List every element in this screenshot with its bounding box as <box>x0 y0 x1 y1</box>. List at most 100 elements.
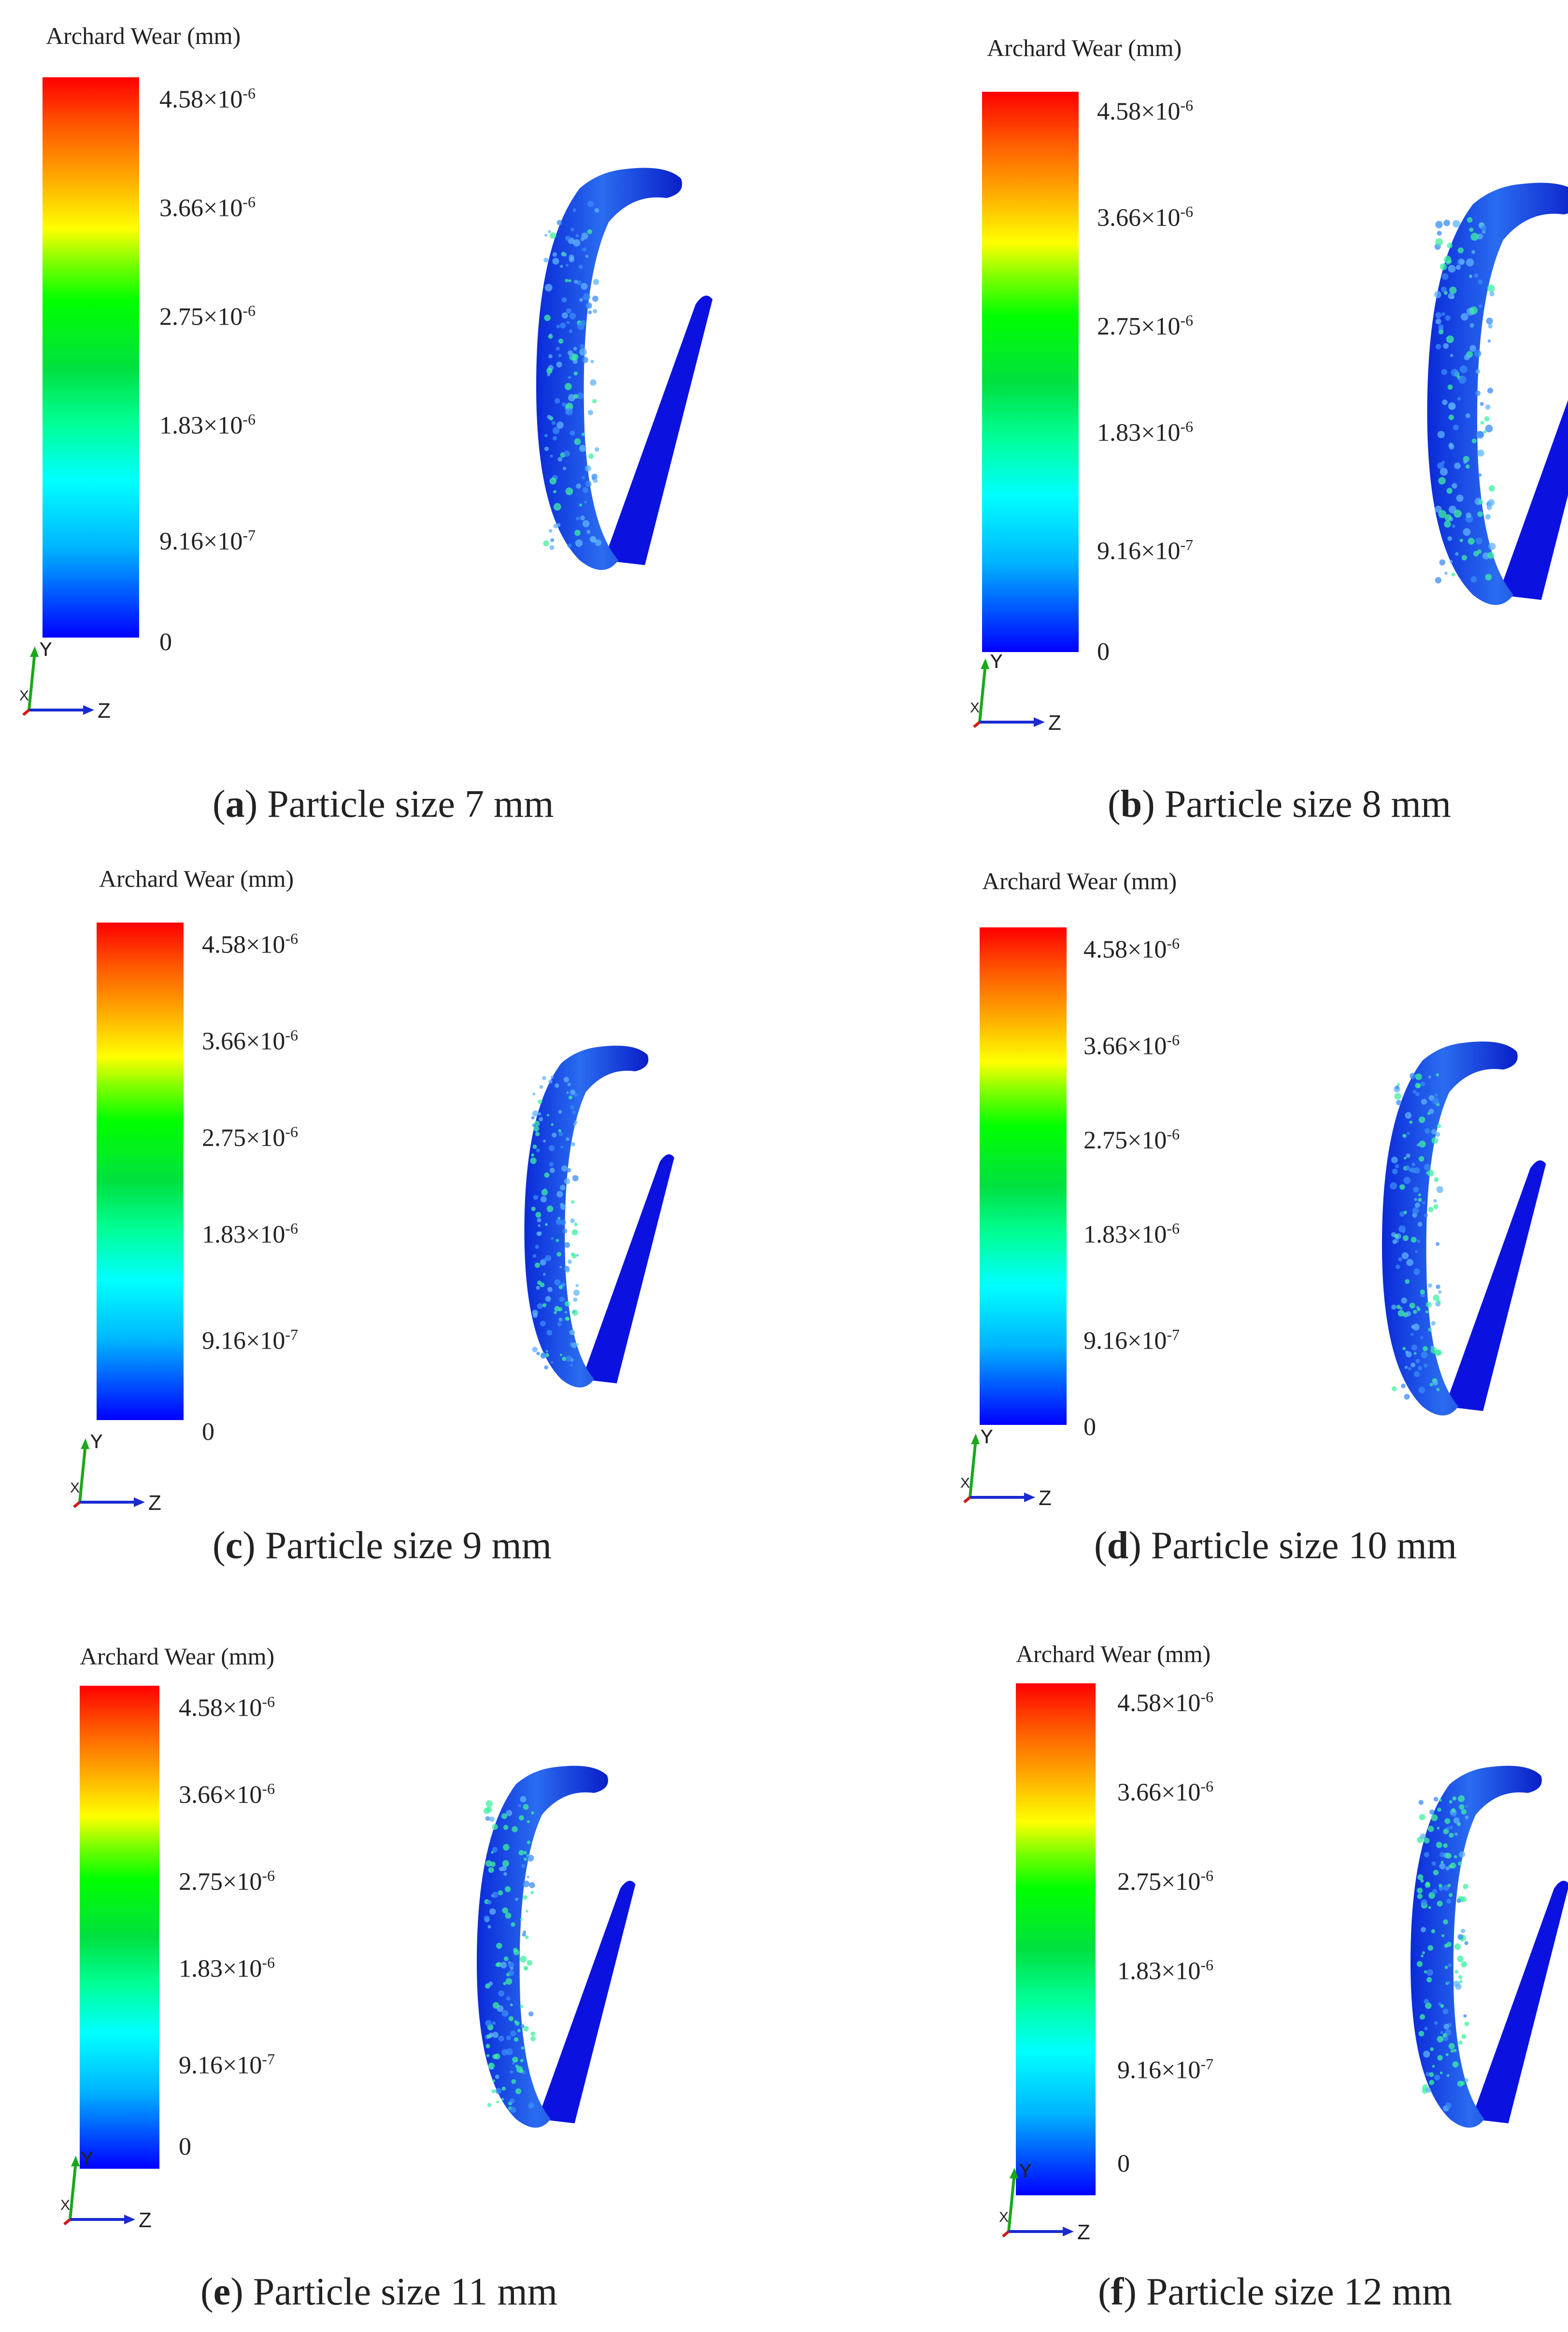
wear-speckle <box>501 1865 507 1871</box>
wear-speckle <box>1427 1283 1432 1288</box>
caption-text: Particle size 12 mm <box>1146 2271 1453 2313</box>
wear-speckle <box>577 280 582 285</box>
wear-speckle <box>1444 520 1451 528</box>
wear-speckle <box>1416 1961 1423 1967</box>
tick-mantissa: 1.83 <box>179 1955 223 1983</box>
wear-speckle <box>520 2024 525 2028</box>
wear-speckle <box>585 255 589 258</box>
wear-speckle <box>1452 483 1457 489</box>
wear-speckle <box>570 1252 575 1256</box>
wear-speckle <box>491 2089 496 2093</box>
y-axis-label: Y <box>989 654 1003 673</box>
tick-mantissa: 9.16 <box>1117 2056 1161 2084</box>
wear-speckle <box>1437 1827 1440 1830</box>
wear-speckle <box>1401 1383 1406 1389</box>
wear-speckle <box>570 1200 575 1204</box>
wear-speckle <box>1446 1852 1452 1859</box>
tick-mantissa: 1.83 <box>159 412 203 440</box>
axis-triad: Y Z X <box>19 642 111 723</box>
wear-speckle <box>1464 2021 1469 2026</box>
tick-exponent: -6 <box>1167 1220 1180 1237</box>
tick-mantissa: 3.66 <box>159 194 203 222</box>
wear-speckle <box>579 503 583 507</box>
wear-speckle <box>532 1254 537 1258</box>
wear-speckle <box>1445 2053 1449 2056</box>
wear-speckle <box>1427 1112 1430 1115</box>
wear-speckle <box>557 457 563 462</box>
caption-text: Particle size 7 mm <box>267 783 554 825</box>
wear-speckle <box>590 359 594 364</box>
wear-speckle <box>518 1850 524 1856</box>
wear-speckle <box>585 481 592 487</box>
wear-speckle <box>1448 1864 1453 1869</box>
wear-speckle <box>532 1347 538 1352</box>
z-axis-label: Z <box>1077 2220 1090 2244</box>
wear-speckle <box>1479 304 1482 308</box>
wear-speckle <box>1438 477 1446 485</box>
wear-speckle <box>522 1933 526 1937</box>
wear-speckle <box>549 333 552 337</box>
wear-speckle <box>1464 2078 1468 2082</box>
wear-speckle <box>557 1322 562 1326</box>
wear-speckle <box>558 354 562 357</box>
wear-speckle <box>564 1242 570 1248</box>
tick-exponent: -6 <box>1167 1125 1180 1143</box>
tick-times: ×10 <box>1161 2056 1201 2084</box>
x-axis-label: X <box>960 1475 970 1491</box>
wear-speckle <box>569 329 573 333</box>
y-axis-label: Y <box>1018 2164 1032 2182</box>
wear-speckle <box>1439 1799 1442 1802</box>
wear-speckle <box>1435 221 1443 228</box>
wear-speckle <box>1417 1874 1424 1880</box>
tick-mantissa: 4.58 <box>1083 936 1127 964</box>
wear-speckle <box>582 476 585 480</box>
model-arm <box>582 1154 674 1383</box>
wear-speckle <box>1465 464 1470 469</box>
wear-speckle <box>564 383 572 390</box>
wear-speckle <box>523 1804 529 1810</box>
z-axis-arrowhead <box>1034 717 1045 727</box>
colorbar-tick-label: 2.75×10-6 <box>179 1867 275 1896</box>
wear-model <box>1427 183 1568 605</box>
wear-speckle <box>1458 2040 1463 2045</box>
wear-speckle <box>1417 1239 1421 1243</box>
wear-speckle <box>1430 2047 1434 2051</box>
wear-speckle <box>1437 462 1444 469</box>
wear-speckle <box>1440 2071 1443 2075</box>
wear-speckle <box>1439 1884 1442 1888</box>
wear-speckle <box>1392 1168 1398 1175</box>
tick-times: ×10 <box>203 194 243 222</box>
wear-speckle <box>1487 284 1495 292</box>
tick-mantissa: 9.16 <box>1083 1327 1127 1355</box>
y-axis-arrow <box>78 1444 87 1503</box>
wear-speckle <box>1448 1893 1453 1897</box>
wear-speckle <box>1425 1301 1432 1308</box>
wear-speckle <box>1478 473 1482 477</box>
colorbar-tick-label: 4.58×10-6 <box>1083 935 1180 964</box>
wear-speckle <box>1437 1123 1441 1128</box>
wear-speckle <box>1443 2023 1450 2030</box>
model-ring <box>536 168 682 570</box>
caption-text: Particle size 9 mm <box>265 1524 552 1567</box>
wear-speckle <box>1431 1861 1436 1866</box>
tick-exponent: -6 <box>285 1026 298 1044</box>
wear-speckle <box>1480 421 1484 425</box>
wear-speckle <box>1482 230 1486 234</box>
wear-speckle <box>1442 399 1448 405</box>
wear-speckle <box>1434 291 1441 299</box>
wear-speckle <box>1430 1345 1434 1349</box>
wear-speckle <box>545 1296 551 1302</box>
wear-speckle <box>510 1966 513 1970</box>
wear-speckle <box>582 356 588 363</box>
wear-speckle <box>1438 1290 1442 1294</box>
wear-speckle <box>537 1218 542 1223</box>
wear-speckle <box>594 208 599 213</box>
wear-speckle <box>1446 1899 1452 1904</box>
wear-speckle <box>1413 1352 1417 1355</box>
wear-speckle <box>1446 2074 1450 2077</box>
wear-speckle <box>1437 1807 1441 1812</box>
wear-speckle <box>521 1863 526 1868</box>
colorbar-tick-label: 4.58×10-6 <box>179 1693 275 1722</box>
wear-speckle <box>1461 1809 1467 1815</box>
wear-speckle <box>1452 1812 1457 1817</box>
